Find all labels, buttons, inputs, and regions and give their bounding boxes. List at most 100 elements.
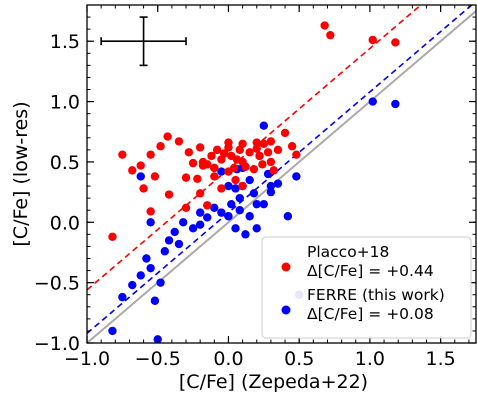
ferre-point [142, 254, 151, 263]
y-axis-label: [C/Fe] (low-res) [10, 101, 32, 246]
y-tick-label: 0.0 [50, 212, 80, 234]
placco-point [266, 157, 276, 167]
legend-name-placco: Placco+18 [307, 243, 389, 261]
ferre-point [273, 179, 283, 188]
placco-point [263, 148, 273, 157]
ferre-point [146, 263, 155, 273]
placco-point [212, 145, 222, 155]
legend-offset-placco: Δ[C/Fe] = +0.44 [307, 262, 434, 280]
data-points [108, 21, 400, 343]
y-tick-label: −1.0 [34, 333, 80, 355]
placco-point [108, 232, 117, 241]
placco-point [210, 172, 219, 181]
ferre-point [368, 97, 377, 106]
placco-point [391, 38, 400, 47]
ferre-point [170, 227, 179, 237]
placco-point [245, 148, 254, 157]
ferre-point [266, 187, 276, 197]
ferre-point [252, 199, 261, 209]
y-tick-label: 0.5 [50, 152, 80, 174]
ferre-point [235, 193, 244, 203]
placco-point [238, 181, 247, 191]
legend: Placco+18 Δ[C/Fe] = +0.44 FERRE (this wo… [261, 236, 472, 339]
ferre-point [160, 247, 169, 256]
placco-point [146, 207, 155, 216]
placco-point [224, 138, 233, 147]
ferre-point [252, 224, 261, 233]
ferre-point [224, 181, 233, 191]
ferre-point [150, 296, 160, 305]
x-tick-label: 0.0 [213, 348, 243, 370]
placco-point [241, 162, 250, 171]
ferre-point [217, 208, 226, 217]
placco-point [320, 21, 329, 30]
placco-point [193, 174, 202, 184]
y-tick-label: 1.0 [50, 92, 80, 114]
ferre-point [259, 121, 269, 130]
placco-point [181, 203, 191, 212]
one-to-one-line [87, 10, 476, 343]
placco-point [203, 201, 212, 210]
placco-point [259, 139, 269, 149]
ferre-point [118, 292, 127, 302]
ferre-point [245, 175, 254, 185]
placco-point [139, 184, 148, 193]
ferre-point [174, 239, 184, 249]
x-tick-label: −1.0 [64, 348, 110, 370]
placco-point [252, 138, 261, 147]
ferre-point [231, 184, 240, 193]
placco-point [238, 139, 247, 149]
placco-point [118, 150, 127, 159]
ferre-point [146, 218, 155, 227]
placco-point [174, 137, 184, 146]
legend-name-ferre: FERRE (this work) [307, 286, 445, 304]
ferre-point [224, 212, 233, 221]
ferre-point [156, 278, 165, 287]
x-axis-label: [C/Fe] (Zepeda+22) [179, 371, 368, 393]
placco-point [188, 158, 198, 168]
placco-point [217, 184, 226, 193]
ferre-point [249, 189, 259, 198]
ferre-point [178, 218, 188, 227]
ferre-point [259, 199, 269, 209]
placco-point [252, 144, 261, 153]
ferre-point [217, 167, 226, 176]
offset-line-ferre [87, 5, 473, 334]
placco-point [292, 150, 301, 159]
ferre-point [128, 280, 137, 290]
placco-point [249, 164, 259, 174]
placco-point [198, 161, 208, 170]
placco-point [280, 128, 290, 138]
y-tick-label: 1.5 [50, 31, 80, 53]
legend-marker-ferre [281, 305, 291, 315]
placco-point [210, 163, 219, 173]
placco-point [255, 151, 264, 161]
placco-point [266, 137, 276, 146]
placco-point [181, 173, 191, 182]
placco-point [287, 142, 297, 151]
placco-point [163, 132, 172, 141]
placco-point [231, 175, 240, 185]
ferre-point [266, 181, 276, 191]
axes: −1.0 −0.5 0.0 0.5 1.0 1.5 −1.0 −0.5 0.0 0.5 1.0 1.5 [34, 4, 477, 370]
placco-point [128, 166, 137, 175]
placco-point [156, 142, 165, 151]
placco-point [207, 151, 216, 161]
ferre-point [210, 203, 219, 212]
placco-point [146, 150, 155, 159]
placco-point [368, 35, 377, 45]
placco-point [258, 160, 267, 169]
placco-point [184, 148, 194, 157]
ferre-point [245, 212, 254, 221]
ferre-point [108, 326, 117, 336]
ferre-point [235, 206, 244, 215]
ferre-point [188, 224, 198, 233]
y-tick-label: −0.5 [34, 273, 80, 295]
legend-offset-ferre: Δ[C/Fe] = +0.08 [307, 305, 434, 323]
ferre-point [292, 172, 301, 181]
placco-point [150, 172, 160, 181]
x-tick-label: 0.5 [284, 348, 314, 370]
placco-point [220, 149, 229, 158]
